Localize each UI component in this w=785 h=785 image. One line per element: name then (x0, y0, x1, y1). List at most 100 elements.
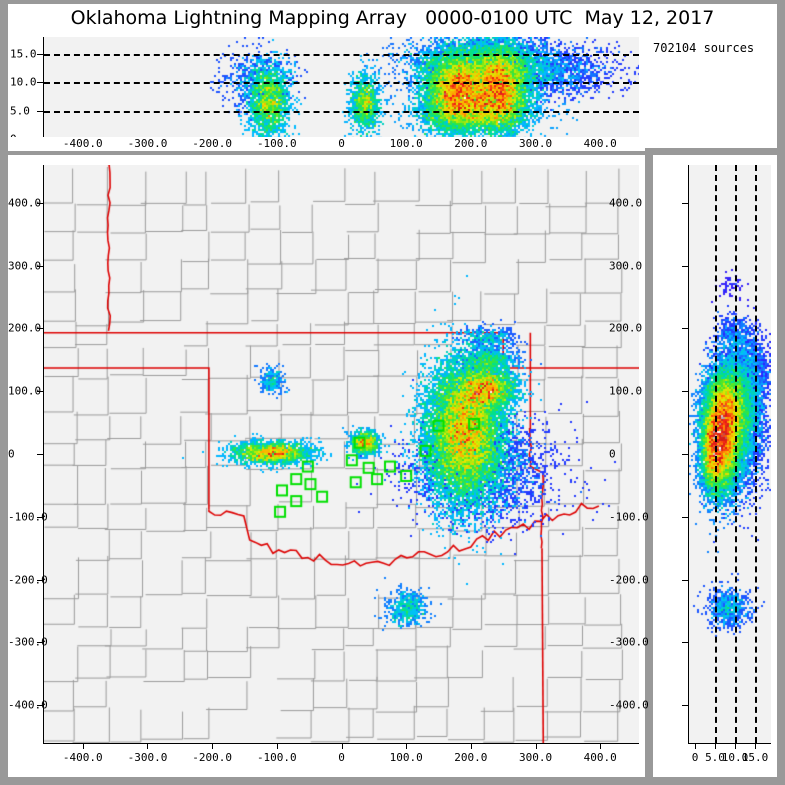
gridline-y (44, 82, 639, 85)
xtick-label: -300.0 (127, 137, 168, 150)
ytick-label: 5.0 (10, 104, 30, 118)
xtick-label: 5.0 (705, 751, 725, 764)
xtick-mark (406, 743, 408, 749)
ytick-label: 200.0 (8, 321, 42, 335)
x-axis-line (43, 743, 639, 744)
xtick-mark (341, 743, 343, 749)
xtick-label: 200.0 (454, 751, 488, 764)
gridline-x (755, 165, 757, 743)
xtick-label: 400.0 (583, 137, 617, 150)
xtick-label: -200.0 (192, 137, 233, 150)
ytick-label: 300.0 (8, 259, 42, 273)
xtick-label: 0 (338, 751, 345, 764)
title-bar: Oklahoma Lightning Mapping Array 0000-01… (8, 4, 777, 33)
xtick-label: 100.0 (389, 137, 423, 150)
altitude-vs-north-plot[interactable] (689, 165, 771, 743)
ytick-label: -400.0 (609, 698, 649, 712)
source-count-panel: 702104 sources (645, 33, 777, 148)
xtick-mark (735, 743, 736, 749)
plan-view-panel: -400.0 -300.0 -200.0 -100.0 0 100.0 200.0 300.0… (8, 155, 645, 777)
ytick-mark (682, 642, 689, 644)
ytick-label: 200.0 (609, 321, 643, 335)
ytick-label: 400.0 (8, 196, 42, 210)
xtick-label: -200.0 (192, 751, 233, 764)
altitude-vs-north-canvas (689, 165, 771, 743)
ytick-label: 400.0 (609, 196, 643, 210)
xtick-label: 400.0 (583, 751, 617, 764)
xtick-label: 10.0 (721, 751, 749, 764)
ytick-label: -100.0 (609, 510, 649, 524)
altitude-vs-east-plot[interactable] (44, 37, 639, 139)
ytick-mark (682, 328, 689, 330)
xtick-mark (755, 743, 756, 749)
ytick-mark (37, 579, 44, 581)
ytick-label: 300.0 (609, 259, 643, 273)
ytick-label: 0 (609, 447, 616, 461)
gridline-y (44, 54, 639, 56)
xtick-mark (470, 743, 472, 749)
ytick-mark (37, 391, 44, 393)
ytick-mark (37, 705, 44, 707)
ytick-label: 10.0 (10, 75, 37, 89)
ytick-mark (682, 579, 689, 581)
xtick-label: 300.0 (518, 751, 553, 764)
ytick-label: -300.0 (8, 635, 48, 649)
xtick-mark (535, 743, 537, 749)
ytick-mark (37, 516, 44, 518)
xtick-label: 100.0 (389, 751, 423, 764)
xtick-label: -100.0 (256, 751, 297, 764)
xtick-label: -100.0 (256, 137, 297, 150)
ytick-mark (682, 391, 689, 393)
ytick-label: 0 (8, 447, 15, 461)
xtick-label: -300.0 (127, 751, 168, 764)
xtick-mark (600, 743, 602, 749)
ytick-mark (682, 516, 689, 518)
xtick-mark (147, 743, 149, 749)
xtick-mark (276, 743, 278, 749)
xtick-label: 0 (338, 137, 345, 150)
ytick-mark (37, 454, 44, 455)
xtick-mark (82, 743, 84, 749)
xtick-mark (715, 743, 716, 749)
y-axis-line (43, 37, 44, 139)
gridline-x (735, 165, 737, 743)
ytick-mark (37, 328, 44, 330)
ytick-mark (682, 705, 689, 707)
ytick-mark (682, 202, 689, 204)
x-axis-line (688, 743, 771, 744)
xtick-label: 0 (691, 751, 699, 764)
ytick-label: 15.0 (10, 47, 37, 61)
ytick-mark (37, 54, 44, 55)
ytick-mark (682, 265, 689, 267)
ytick-mark (37, 110, 44, 112)
xtick-label: 200.0 (454, 137, 488, 150)
xtick-label: 300.0 (518, 137, 553, 150)
xtick-label: -400.0 (62, 751, 103, 764)
ytick-label: -200.0 (8, 573, 48, 587)
ytick-label: -400.0 (8, 698, 48, 712)
ytick-label: -100.0 (8, 510, 48, 524)
top-xaxis-label-strip: -400.0 -300.0 -200.0 -100.0 0 100.0 200.0 300.0… (8, 137, 645, 151)
xtick-label: -400.0 (62, 137, 103, 150)
plan-view-canvas (44, 165, 639, 743)
xtick-mark (695, 743, 696, 749)
ytick-mark (37, 265, 44, 267)
ytick-mark (682, 454, 689, 455)
ytick-label: 100.0 (609, 384, 643, 398)
ytick-mark (37, 642, 44, 644)
xtick-label: 15.0 (741, 751, 769, 764)
altitude-vs-east-canvas (44, 37, 639, 139)
ytick-mark (37, 202, 44, 204)
page-title: Oklahoma Lightning Mapping Array 0000-01… (70, 7, 715, 29)
plan-view-plot[interactable] (44, 165, 639, 743)
source-count-label: 702104 sources (653, 41, 755, 55)
gridline-x (715, 165, 717, 743)
ytick-mark (37, 82, 44, 84)
xtick-mark (212, 743, 214, 749)
altitude-vs-north-panel: -400.0 -300.0 -200.0 -100.0 0 100.0 200.0 300.0… (609, 155, 777, 777)
gridline-y (44, 110, 639, 113)
ytick-label: -200.0 (609, 573, 649, 587)
altitude-vs-east-panel: 0 5.0 10.0 15.0 (8, 33, 645, 148)
ytick-label: 100.0 (8, 384, 42, 398)
